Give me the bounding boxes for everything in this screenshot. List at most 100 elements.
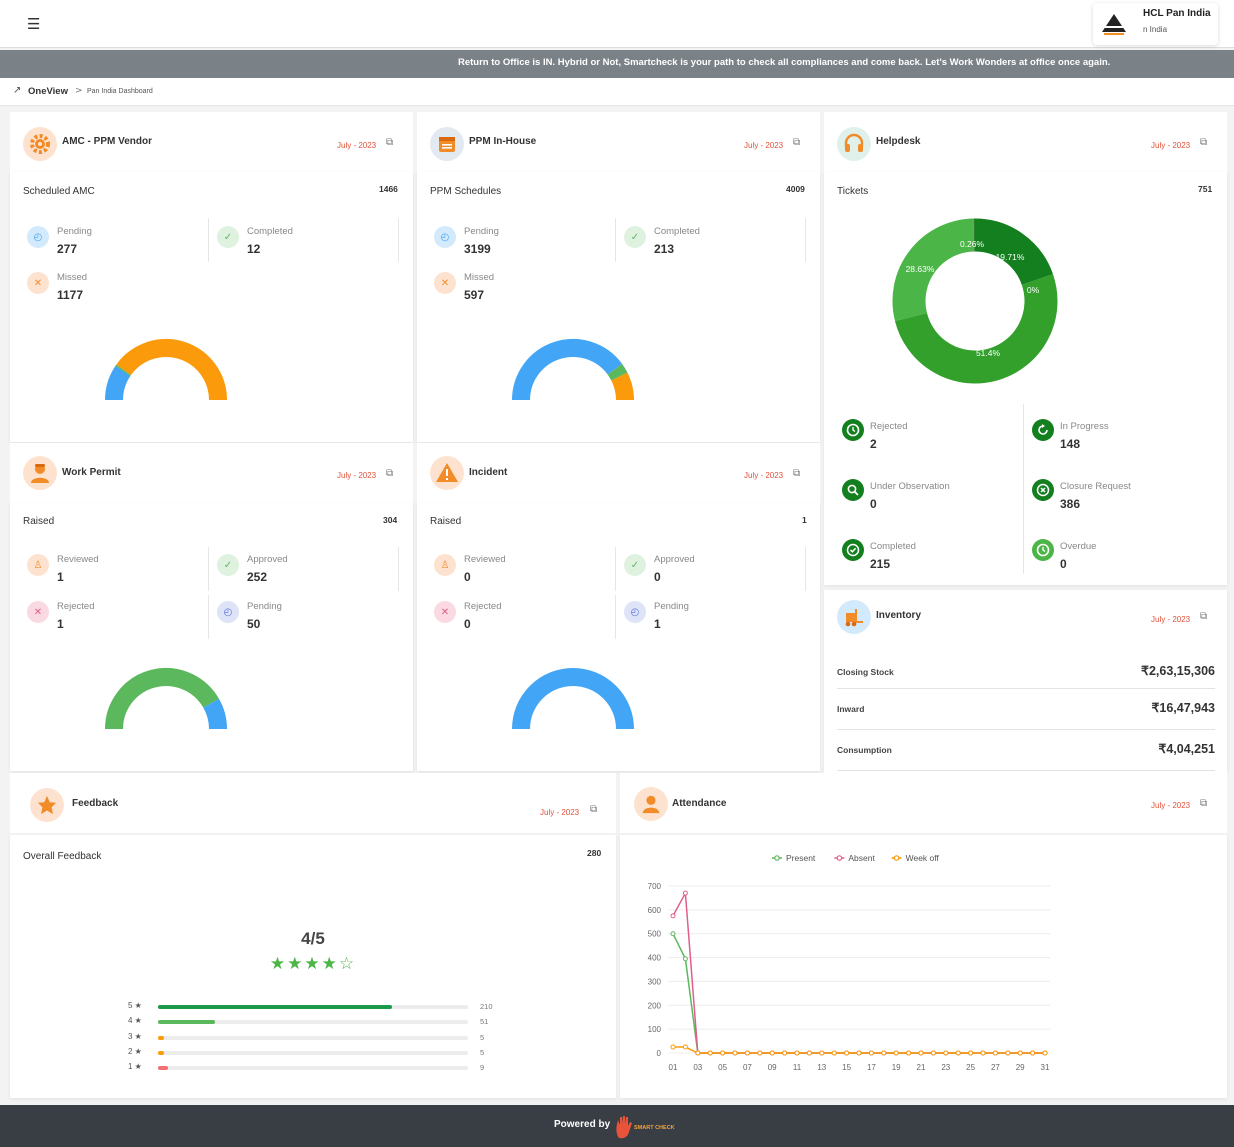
rating-stars: ★★★★☆	[10, 954, 616, 974]
gauge-segment-missed	[116, 339, 227, 401]
donut-slice-closure-request[interactable]	[894, 274, 1058, 384]
data-point[interactable]	[868, 1050, 874, 1056]
data-point[interactable]	[720, 1050, 726, 1056]
inventory-row-closing-stock: Closing Stock ₹2,63,15,306	[837, 655, 1215, 689]
star-icon	[30, 788, 64, 822]
data-point[interactable]	[744, 1050, 750, 1056]
helpdesk-under-observation: Under Observation 0	[842, 475, 1022, 519]
data-point[interactable]	[695, 1050, 701, 1056]
hamburger-icon[interactable]: ☰	[27, 15, 41, 33]
rating-bar	[158, 1035, 468, 1040]
data-point[interactable]	[893, 1050, 899, 1056]
data-point[interactable]	[831, 1050, 837, 1056]
inventory-value: ₹2,63,15,306	[1141, 664, 1215, 678]
ppm-total: 4009	[786, 184, 805, 194]
person-icon	[634, 787, 668, 821]
divider	[805, 218, 806, 262]
data-point[interactable]	[682, 890, 688, 896]
external-link-icon[interactable]: ⧉	[793, 468, 801, 479]
data-point[interactable]	[980, 1050, 986, 1056]
data-point[interactable]	[707, 1050, 713, 1056]
data-point[interactable]	[918, 1050, 924, 1056]
stat-value: 252	[247, 570, 268, 584]
helpdesk-header: Helpdesk July - 2023 ⧉	[824, 112, 1227, 172]
cross-icon: ✕	[27, 272, 49, 294]
legend-label[interactable]: Absent	[848, 853, 875, 863]
stat-value: 1	[57, 617, 64, 631]
external-link-icon[interactable]: ⧉	[1200, 798, 1208, 809]
incident-title: Incident	[469, 467, 508, 478]
data-point[interactable]	[968, 1050, 974, 1056]
data-point[interactable]	[856, 1050, 862, 1056]
divider	[615, 547, 616, 591]
data-point[interactable]	[955, 1050, 961, 1056]
data-point[interactable]	[1005, 1050, 1011, 1056]
external-link-icon[interactable]: ⧉	[1200, 611, 1208, 622]
data-point[interactable]	[844, 1050, 850, 1056]
donut-slice-completed[interactable]	[892, 218, 975, 321]
breadcrumb-root[interactable]: OneView	[28, 86, 68, 97]
data-point[interactable]	[670, 931, 676, 937]
x-tick-label: 03	[693, 1063, 702, 1072]
data-point[interactable]	[930, 1050, 936, 1056]
data-point[interactable]	[794, 1050, 800, 1056]
rating-label: 3 ★	[128, 1031, 142, 1041]
wp-reviewed: ♙ Reviewed 1	[27, 550, 207, 594]
refresh-icon	[1032, 419, 1054, 441]
divider	[805, 547, 806, 591]
feedback-header: Feedback July - 2023 ⧉	[10, 773, 616, 833]
rating-count: 5	[480, 1032, 485, 1042]
legend-label[interactable]: Present	[786, 853, 816, 863]
stat-label: Pending	[654, 601, 689, 612]
data-point[interactable]	[1042, 1050, 1048, 1056]
calendar-icon	[430, 127, 464, 161]
data-point[interactable]	[682, 1044, 688, 1050]
data-point[interactable]	[806, 1050, 812, 1056]
data-point[interactable]	[670, 1044, 676, 1050]
clock-icon	[842, 419, 864, 441]
data-point[interactable]	[906, 1050, 912, 1056]
x-tick-label: 07	[743, 1063, 752, 1072]
data-point[interactable]	[1030, 1050, 1036, 1056]
worker-icon	[23, 456, 57, 490]
data-point[interactable]	[943, 1050, 949, 1056]
org-subtitle: n India	[1143, 25, 1168, 34]
external-link-icon[interactable]: ⧉	[590, 804, 598, 815]
stat-label: Approved	[654, 554, 695, 565]
org-profile[interactable]: HCL Pan India n India	[1093, 3, 1218, 45]
legend-label[interactable]: Week off	[906, 853, 940, 863]
divider	[208, 218, 209, 262]
amc-card: Scheduled AMC 1466 ◴ Pending 277 ✓ Compl…	[10, 172, 413, 442]
data-point[interactable]	[757, 1050, 763, 1056]
data-point[interactable]	[819, 1050, 825, 1056]
amc-pending: ◴ Pending 277	[27, 222, 207, 266]
data-point[interactable]	[670, 913, 676, 919]
external-link-icon[interactable]: ⧉	[386, 468, 394, 479]
wp-rejected: ✕ Rejected 1	[27, 597, 207, 641]
donut-slice-in-progress[interactable]	[974, 218, 1053, 286]
amc-header: AMC - PPM Vendor July - 2023 ⧉	[10, 112, 413, 172]
data-point[interactable]	[782, 1050, 788, 1056]
data-point[interactable]	[1017, 1050, 1023, 1056]
data-point[interactable]	[992, 1050, 998, 1056]
x-tick-label: 27	[991, 1063, 1000, 1072]
external-link-icon[interactable]: ⧉	[1200, 137, 1208, 148]
data-point[interactable]	[769, 1050, 775, 1056]
feedback-score: 4/5	[301, 929, 325, 948]
external-link-icon[interactable]: ⧉	[793, 137, 801, 148]
data-point[interactable]	[881, 1050, 887, 1056]
amc-missed: ✕ Missed 1177	[27, 268, 207, 312]
work-permit-title: Work Permit	[62, 467, 121, 478]
external-link-icon[interactable]: ⧉	[386, 137, 394, 148]
filled-star-icon: ★	[321, 954, 339, 974]
cross-icon	[1032, 479, 1054, 501]
clock-icon: ◴	[217, 601, 239, 623]
helpdesk-rejected: Rejected 2	[842, 415, 1022, 459]
attendance-header: Attendance July - 2023 ⧉	[620, 773, 1227, 833]
check-icon: ✓	[624, 554, 646, 576]
headset-icon	[837, 127, 871, 161]
x-tick-label: 23	[941, 1063, 950, 1072]
data-point[interactable]	[682, 956, 688, 962]
data-point[interactable]	[732, 1050, 738, 1056]
org-name: HCL Pan India	[1143, 8, 1211, 19]
